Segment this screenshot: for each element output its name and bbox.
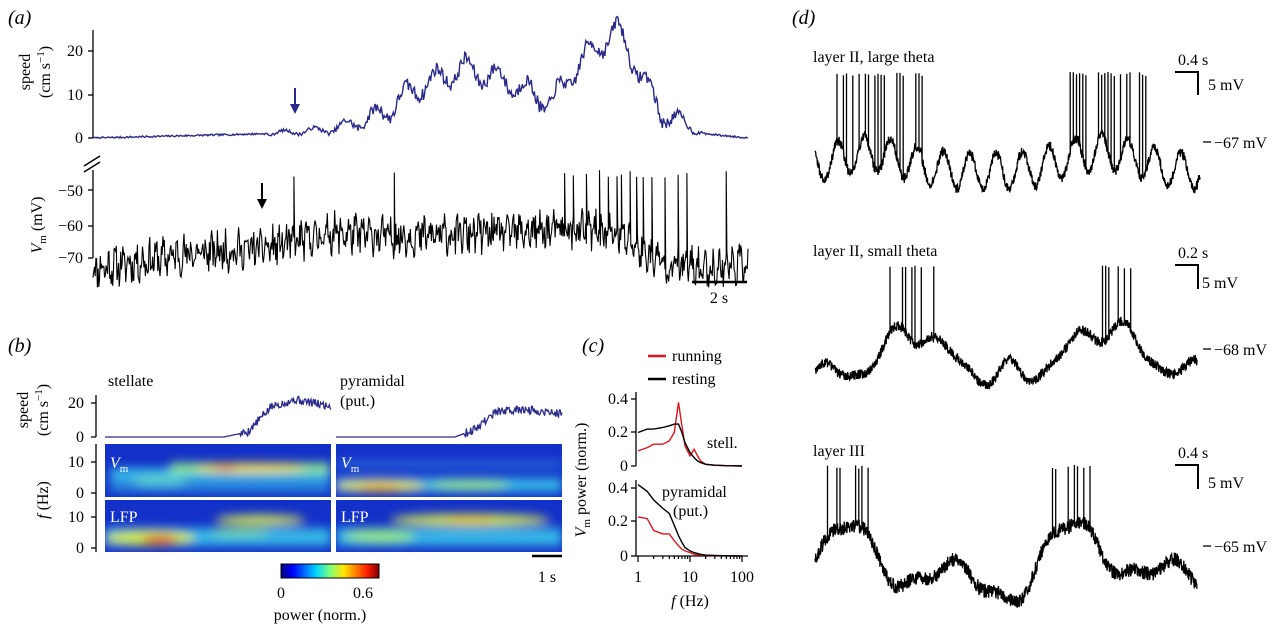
panel-a-vm-ylabel: Vm (mV) bbox=[29, 197, 49, 254]
panel-b-speed-ylabel-top: speed bbox=[15, 392, 32, 428]
panel-d-trace3-scalebar bbox=[1175, 464, 1199, 489]
panel-d-trace1-time: 0.4 s bbox=[1178, 52, 1208, 69]
panel-c-bottom-tick-0.4: 0.4 bbox=[608, 480, 628, 497]
panel-a-vm-axis bbox=[88, 170, 94, 259]
panel-b-colorbar-min: 0 bbox=[277, 585, 285, 602]
panel-d-trace2-volt: 5 mV bbox=[1202, 275, 1238, 292]
panel-b-vm-label-right: Vm bbox=[341, 455, 360, 475]
panel-d-trace3-time: 0.4 s bbox=[1178, 445, 1208, 462]
panel-c-top-axis bbox=[631, 392, 637, 467]
panel-b-speed-tick-20: 20 bbox=[68, 395, 84, 412]
panel-c-legend-resting: resting bbox=[672, 371, 716, 388]
panel-b-pyramidal-vm-spectrogram bbox=[336, 444, 562, 497]
panel-b-f-axis bbox=[91, 444, 97, 552]
panel-b-vm-label-left: Vm bbox=[110, 455, 129, 475]
panel-a-vm-arrow bbox=[257, 183, 267, 209]
panel-a-vm-trace bbox=[92, 170, 749, 288]
panel-c-xtick-10: 10 bbox=[682, 569, 698, 586]
panel-b-speed-ylabel-bottom: (cm s−1) bbox=[33, 384, 52, 436]
panel-c-xtick-1: 1 bbox=[634, 569, 642, 586]
panel-d-letter: (d) bbox=[792, 7, 816, 29]
panel-c-xtick-100: 100 bbox=[730, 569, 754, 586]
panel-a-speed-tick-0: 0 bbox=[75, 130, 83, 147]
panel-b-f-tick-10-bottom: 10 bbox=[68, 509, 84, 526]
panel-b-lfp-label-right: LFP bbox=[341, 509, 369, 526]
panel-b-stellate-lfp-spectrogram bbox=[105, 500, 331, 552]
panel-a-speed-tick-20: 20 bbox=[67, 43, 83, 60]
panel-b-stellate-speed-trace bbox=[105, 395, 332, 438]
panel-c-ylabel: Vm power (norm.) bbox=[573, 423, 593, 538]
panel-d-trace1-scalebar bbox=[1175, 71, 1199, 95]
panel-b-scale-label: 1 s bbox=[538, 569, 556, 586]
panel-c-bottom-tick-0.2: 0.2 bbox=[608, 513, 628, 530]
panel-a-speed-arrow bbox=[290, 88, 300, 114]
panel-c-pyr-label: pyramidal bbox=[662, 484, 727, 501]
panel-d-trace1 bbox=[814, 72, 1201, 194]
panel-d-trace3 bbox=[814, 465, 1198, 609]
panel-b-f-ylabel: f (Hz) bbox=[35, 481, 52, 519]
panel-c-xlabel: f (Hz) bbox=[671, 593, 709, 610]
panel-a-speed-ylabel-bottom: (cm s−1) bbox=[35, 46, 54, 98]
panel-b-lfp-label-left: LFP bbox=[110, 509, 138, 526]
panel-a-speed-tick-10: 10 bbox=[67, 87, 83, 104]
panel-d-trace2-title: layer II, small theta bbox=[813, 243, 937, 260]
panel-b-letter: (b) bbox=[8, 335, 32, 357]
panel-b-f-tick-10-top: 10 bbox=[68, 454, 84, 471]
panel-d-trace2-level: −68 mV bbox=[1214, 342, 1267, 359]
panel-c-stell-label: stell. bbox=[707, 435, 738, 452]
panel-b-colorbar-label: power (norm.) bbox=[274, 607, 366, 624]
panel-b-speed-axis bbox=[91, 395, 97, 438]
panel-d-trace2-scalebar bbox=[1175, 264, 1199, 289]
panel-b-speed-tick-0: 0 bbox=[76, 429, 84, 446]
panel-b-stellate-vm-spectrogram bbox=[105, 444, 331, 497]
panel-c-top-tick-0.4: 0.4 bbox=[608, 391, 628, 408]
panel-c-bottom-tick-0: 0 bbox=[620, 548, 628, 565]
panel-c-legend-running: running bbox=[672, 348, 722, 365]
panel-a-vm-tick-50: −50 bbox=[58, 183, 83, 200]
panel-d-trace2-time: 0.2 s bbox=[1178, 245, 1208, 262]
panel-a-speed-axis bbox=[88, 30, 94, 139]
panel-a-vm-tick-60: −60 bbox=[58, 218, 83, 235]
panel-d-trace3-volt: 5 mV bbox=[1208, 475, 1244, 492]
panel-a-speed-trace bbox=[92, 15, 749, 139]
panel-c-pyramidal-resting-line bbox=[637, 484, 743, 557]
panel-d-trace2 bbox=[814, 265, 1198, 390]
panel-c-stellate-resting-line bbox=[637, 423, 743, 467]
panel-c-top-tick-0.2: 0.2 bbox=[608, 424, 628, 441]
panel-c-top-tick-0: 0 bbox=[620, 458, 628, 475]
panel-b-f-tick-0-bottom: 0 bbox=[76, 540, 84, 557]
panel-d-trace1-title: layer II, large theta bbox=[813, 49, 934, 66]
panel-c-log-ticks bbox=[637, 556, 743, 562]
panel-a-speed-ylabel-top: speed bbox=[17, 54, 34, 90]
panel-b-f-tick-0-top: 0 bbox=[76, 485, 84, 502]
panel-c-pyr-put: (put.) bbox=[673, 503, 708, 520]
panel-b-stellate-label: stellate bbox=[108, 373, 153, 390]
panel-b-colorbar bbox=[280, 563, 380, 579]
panel-a-letter: (a) bbox=[8, 7, 32, 29]
panel-d-trace3-title: layer III bbox=[813, 443, 865, 460]
panel-d-trace1-volt: 5 mV bbox=[1208, 77, 1244, 94]
panel-a-axis-break bbox=[83, 155, 101, 173]
panel-a-scale-label: 2 s bbox=[710, 290, 728, 307]
panel-a-vm-tick-70: −70 bbox=[58, 250, 83, 267]
panel-d-trace3-level: −65 mV bbox=[1214, 539, 1267, 556]
panel-b-pyramidal-label: pyramidal bbox=[340, 373, 405, 390]
panel-b-pyramidal-lfp-spectrogram bbox=[336, 500, 562, 552]
panel-b-colorbar-max: 0.6 bbox=[353, 585, 373, 602]
panel-d-trace1-level: −67 mV bbox=[1214, 135, 1267, 152]
panel-b-pyramidal-put: (put.) bbox=[340, 393, 375, 410]
panel-c-letter: (c) bbox=[582, 335, 605, 357]
panel-b-pyramidal-speed-trace bbox=[336, 404, 563, 438]
